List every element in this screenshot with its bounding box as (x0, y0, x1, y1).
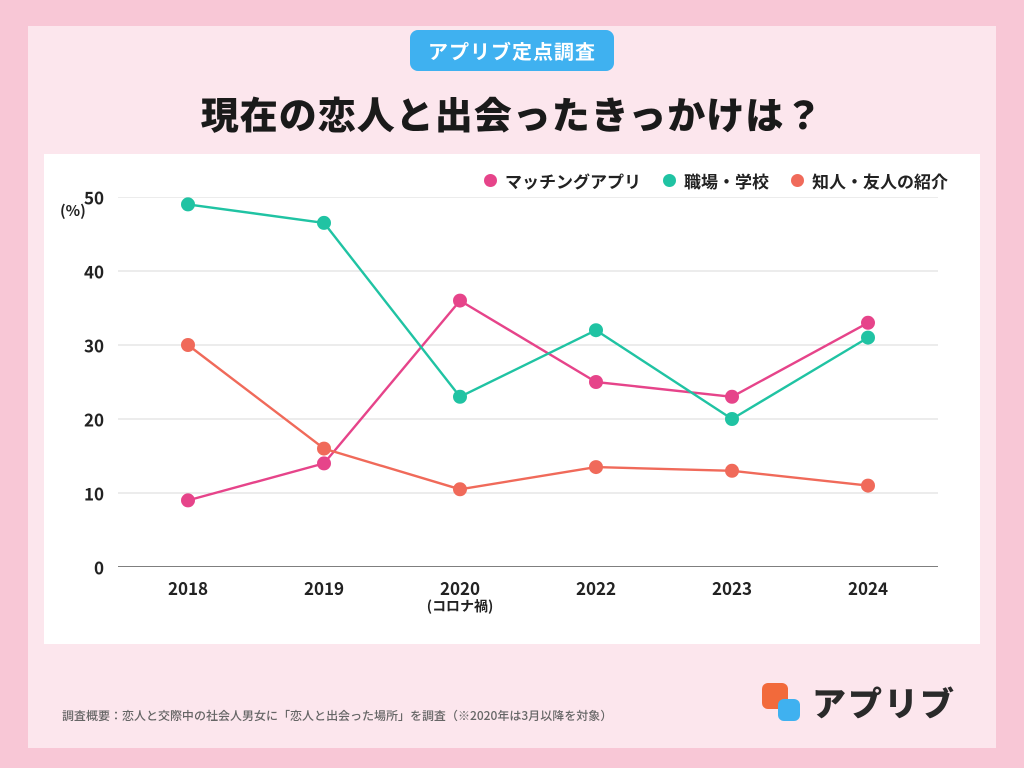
survey-badge: アプリブ定点調査 (410, 30, 614, 71)
legend-item: 職場・学校 (663, 168, 769, 193)
logo-rect-2 (778, 699, 800, 721)
x-tick-label: 2023 (712, 577, 752, 598)
legend: マッチングアプリ 職場・学校 知人・友人の紹介 (64, 168, 948, 193)
y-tick-label: 30 (84, 333, 104, 358)
brand-logo-icon (760, 681, 802, 723)
y-tick-label: 50 (84, 185, 104, 210)
y-tick-label: 40 (84, 259, 104, 284)
inner-panel: アプリブ定点調査 現在の恋人と出会ったきっかけは？ マッチングアプリ 職場・学校 知… (28, 26, 996, 748)
y-tick-label: 20 (84, 407, 104, 432)
y-tick-label: 0 (94, 555, 104, 580)
y-tick-label: 10 (84, 481, 104, 506)
x-tick-label: 2022 (576, 577, 616, 598)
x-tick-label: 2024 (848, 577, 888, 598)
x-tick-label: 2019 (304, 577, 344, 598)
legend-marker-icon (791, 174, 804, 187)
outer-frame: アプリブ定点調査 現在の恋人と出会ったきっかけは？ マッチングアプリ 職場・学校 知… (0, 0, 1024, 768)
chart-title: 現在の恋人と出会ったきっかけは？ (201, 85, 823, 140)
chart-card: マッチングアプリ職場・学校知人・友人の紹介 (%) 01020304050201… (44, 154, 980, 644)
brand-text: アプリブ (812, 677, 956, 726)
plot-area: 01020304050201820192020(コロナ禍)20222023202… (118, 197, 938, 567)
x-tick-sublabel: (コロナ禍) (427, 598, 494, 616)
y-axis-unit: (%) (60, 200, 86, 221)
brand: アプリブ (760, 677, 956, 726)
legend-marker-icon (663, 174, 676, 187)
chart-svg (118, 197, 938, 567)
legend-label: 知人・友人の紹介 (812, 168, 948, 193)
legend-item: 知人・友人の紹介 (791, 168, 948, 193)
footer-note: 調査概要：恋人と交際中の社会人男女に「恋人と出会った場所」を調査（※2020年は… (62, 707, 612, 724)
legend-marker-icon (484, 174, 497, 187)
legend-item: マッチングアプリ (484, 168, 641, 193)
x-tick-label: 2020(コロナ禍) (427, 577, 494, 616)
legend-label: 職場・学校 (684, 168, 769, 193)
x-tick-label: 2018 (168, 577, 208, 598)
legend-label: マッチングアプリ (505, 168, 641, 193)
